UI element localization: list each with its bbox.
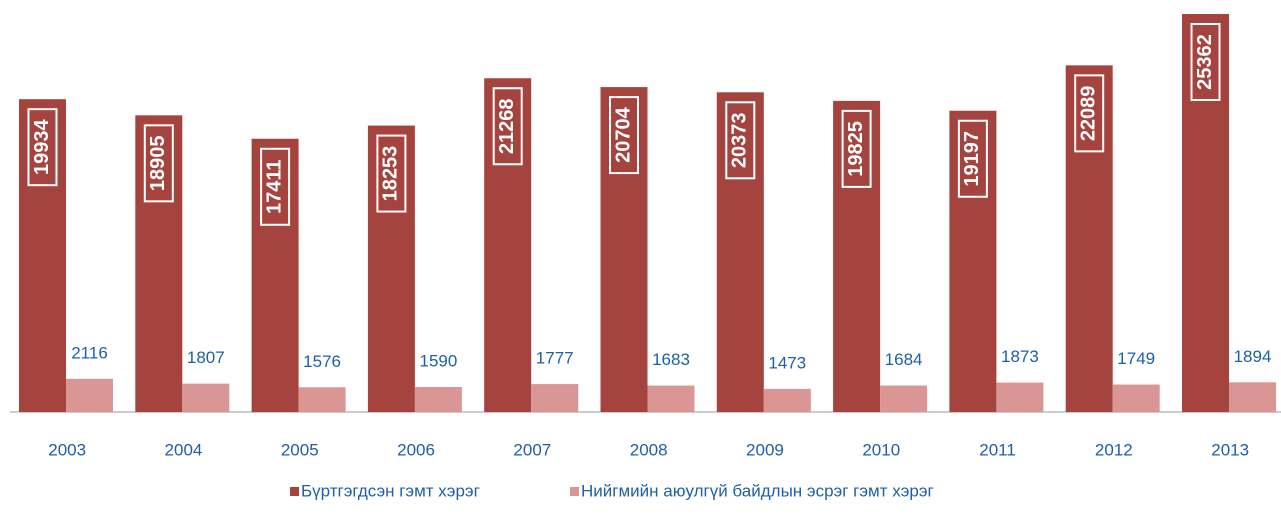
data-label: 2116: [71, 343, 108, 362]
bar: [484, 78, 532, 413]
bar: [367, 125, 415, 413]
x-tick-label: 2008: [630, 440, 668, 459]
data-label-box: [1074, 74, 1105, 153]
data-label-box: [841, 109, 872, 188]
bar: [414, 387, 462, 412]
legend-label: Бүртгэгдсэн гэмт хэрэг: [301, 481, 480, 500]
legend-marker: [290, 487, 299, 496]
x-tick-label: 2012: [1095, 440, 1133, 459]
data-label: 22089: [1077, 86, 1099, 142]
data-label: 21268: [496, 98, 518, 154]
bar: [1065, 65, 1113, 413]
data-label: 19934: [31, 119, 53, 175]
data-label: 19197: [961, 131, 983, 187]
data-label-box: [27, 108, 58, 187]
data-label-box: [492, 87, 523, 166]
bar: [880, 385, 928, 412]
x-tick-label: 2005: [281, 440, 319, 459]
data-label-box: [957, 119, 988, 198]
data-label: 18253: [380, 146, 402, 202]
x-tick-label: 2010: [862, 440, 900, 459]
bar: [1112, 384, 1160, 412]
bar: [600, 87, 648, 412]
data-label: 1873: [1001, 347, 1039, 366]
data-label: 1473: [768, 353, 806, 372]
bar: [182, 383, 230, 412]
data-label: 1590: [419, 352, 457, 371]
legend-marker: [570, 487, 579, 496]
data-label: 1807: [187, 348, 225, 367]
bar: [1229, 382, 1276, 412]
data-label-box: [376, 134, 407, 213]
data-label: 1777: [536, 349, 574, 368]
data-label-box: [1190, 23, 1221, 101]
bar: [763, 388, 811, 412]
x-tick-label: 2004: [165, 440, 203, 459]
x-tick-label: 2003: [48, 440, 86, 459]
data-label-box: [260, 147, 291, 226]
bar: [19, 99, 66, 412]
data-label-box: [725, 101, 756, 180]
bar: [949, 110, 997, 413]
data-label: 1576: [303, 352, 341, 371]
bar: [66, 378, 113, 412]
data-label: 1683: [652, 350, 690, 369]
bar: [251, 138, 299, 413]
bar: [135, 115, 183, 412]
bar: [716, 92, 764, 412]
x-tick-label: 2011: [979, 440, 1016, 459]
data-label: 25362: [1194, 34, 1216, 90]
x-tick-label: 2013: [1211, 440, 1249, 459]
x-tick-label: 2007: [513, 440, 551, 459]
data-label: 18905: [147, 136, 169, 192]
x-tick-label: 2006: [397, 440, 435, 459]
data-label: 1749: [1117, 349, 1155, 368]
x-tick-label: 2009: [746, 440, 784, 459]
data-label: 1684: [885, 350, 923, 369]
bar: [647, 385, 695, 412]
bar: [833, 100, 881, 412]
data-label: 1894: [1234, 347, 1272, 366]
data-label: 19825: [845, 121, 867, 177]
bar: [1182, 14, 1229, 412]
data-label-box: [143, 124, 174, 203]
data-label: 20704: [612, 106, 634, 162]
data-label: 20373: [729, 112, 751, 168]
data-label: 17411: [263, 160, 285, 215]
bar: [531, 384, 579, 412]
bar: [298, 387, 346, 412]
legend-label: Нийгмийн аюулгүй байдлын эсрэг гэмт хэрэ…: [581, 481, 934, 500]
bar: [996, 382, 1044, 412]
data-label-box: [609, 96, 639, 175]
